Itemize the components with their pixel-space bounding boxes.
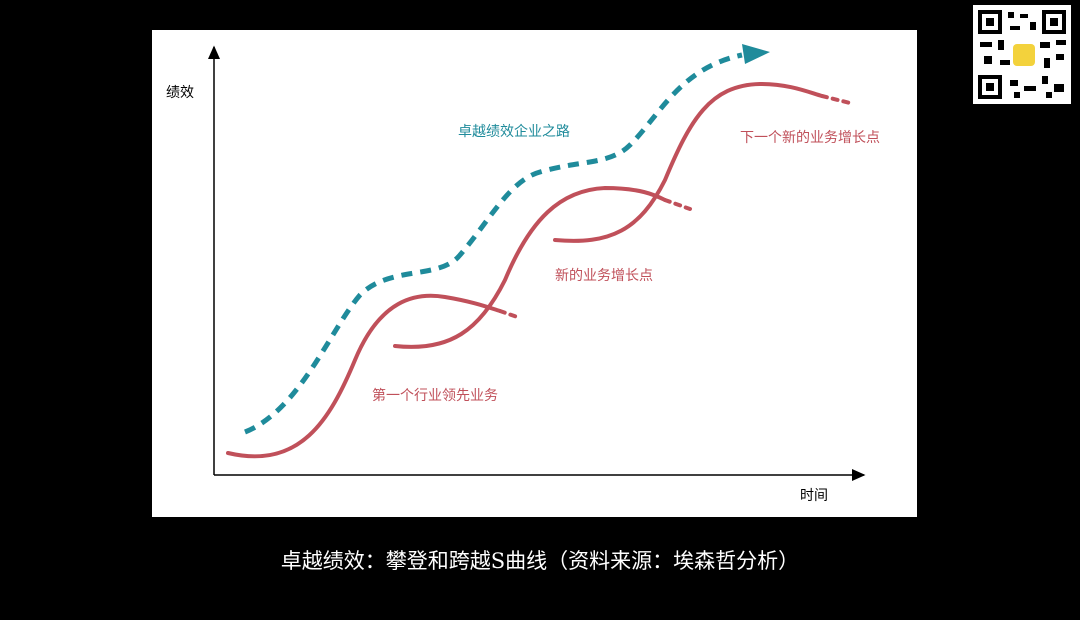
curve-label: 新的业务增长点 [555, 268, 653, 284]
caption: 卓越绩效：攀登和跨越S曲线（资料来源：埃森哲分析） [281, 549, 799, 573]
excellence-arrowhead [742, 44, 770, 64]
x-axis-label: 时间 [800, 488, 828, 504]
excellence-path [244, 52, 743, 435]
s-curve-tail [663, 198, 692, 211]
s-curve [553, 81, 824, 243]
s-curve-tail [498, 309, 522, 320]
s-curve [393, 185, 667, 349]
qr-code [973, 5, 1071, 104]
s-curve [226, 293, 502, 459]
curve-label: 卓越绩效企业之路 [458, 123, 570, 140]
s-curves [226, 81, 852, 459]
curve-label: 第一个行业领先业务 [372, 387, 498, 404]
diagram-panel [152, 30, 917, 517]
curve-label: 下一个新的业务增长点 [740, 130, 880, 146]
s-curve-tail [820, 94, 852, 105]
y-axis-label: 绩效 [166, 85, 194, 101]
